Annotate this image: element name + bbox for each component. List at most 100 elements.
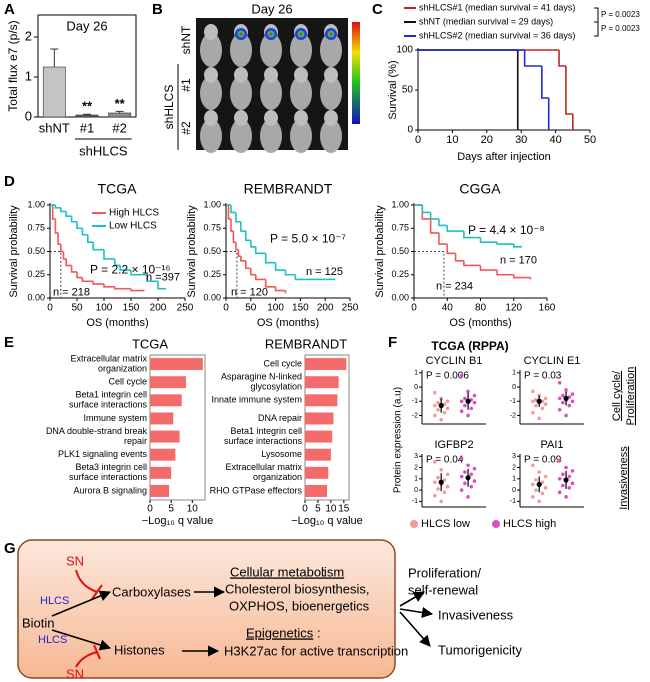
- data-point: [472, 466, 477, 471]
- data-point: [466, 413, 470, 418]
- mouse-head: [294, 110, 308, 126]
- survival-step: [274, 286, 286, 292]
- y-axis-label: Total flux e7 (p/s): [6, 20, 20, 111]
- category-label: surface interactions: [224, 436, 303, 446]
- data-point: [543, 474, 548, 479]
- data-point: [537, 470, 541, 474]
- arrow: [399, 591, 425, 607]
- y-tick-label: 2: [414, 464, 418, 471]
- survival-step: [51, 205, 56, 220]
- y-tick-label: 2: [25, 28, 32, 43]
- y-tick-label: 1: [512, 476, 516, 483]
- mouse-head: [204, 67, 218, 83]
- y-tick-label: 0: [414, 487, 418, 494]
- bar: [305, 376, 339, 389]
- legend-swatch: [410, 520, 418, 528]
- category-label: repair: [124, 436, 147, 446]
- y-tick-label: 1: [512, 370, 516, 377]
- mouse-body: [230, 119, 252, 153]
- data-point: [433, 390, 437, 395]
- bar: [42, 66, 66, 118]
- survival-step: [130, 288, 145, 292]
- data-point: [466, 463, 470, 468]
- x-tick-label: 10: [325, 504, 337, 515]
- data-point: [463, 396, 467, 401]
- y-tick-label: 0: [414, 384, 418, 391]
- mean-marker: [536, 481, 542, 488]
- y-tick-label: 0.25: [203, 269, 221, 279]
- bar: [150, 484, 170, 497]
- category-label: PLK1 signaling events: [58, 449, 148, 459]
- bar: [305, 484, 327, 497]
- x-tick-label: #2: [112, 120, 126, 135]
- data-point: [436, 475, 440, 480]
- data-point: [534, 403, 538, 408]
- bar: [150, 358, 203, 371]
- row-label: #2: [179, 121, 193, 135]
- survival-step: [274, 262, 286, 271]
- data-point: [540, 480, 545, 484]
- survival-step: [230, 218, 234, 232]
- panel-label: A: [4, 1, 15, 18]
- comparison-bracket: [594, 7, 599, 23]
- data-point: [445, 406, 450, 411]
- data-point: [543, 402, 548, 406]
- median-line: [414, 251, 445, 298]
- mouse-body: [290, 119, 312, 153]
- mean-marker: [536, 398, 542, 404]
- y-axis-label: Survival probability: [8, 205, 20, 298]
- survival-step: [76, 271, 83, 279]
- x-tick-label: 0: [302, 504, 308, 515]
- survival-step: [254, 246, 266, 255]
- diagram-box: [17, 539, 396, 679]
- survival-step: [232, 231, 236, 243]
- data-point: [439, 467, 444, 472]
- x-tick-label: 250: [342, 303, 359, 314]
- p-value: P = 0.006: [426, 371, 469, 382]
- data-point: [531, 389, 535, 394]
- panel-label: B: [152, 1, 163, 18]
- survival-step: [250, 268, 256, 276]
- data-point: [537, 416, 541, 421]
- legend-swatch: [492, 520, 500, 528]
- mouse-body: [290, 76, 312, 110]
- x-tick-label: 0: [411, 303, 417, 314]
- category-label: surface interactions: [69, 472, 148, 482]
- survival-step: [429, 212, 439, 220]
- group-label: shHLCS: [162, 85, 176, 130]
- category-label: Lysosome: [261, 449, 302, 459]
- survival-step: [446, 244, 456, 255]
- data-point: [534, 488, 538, 492]
- subplot-title: CYCLIN E1: [524, 355, 581, 367]
- legend-label: Low HLCS: [109, 221, 157, 232]
- bar: [108, 112, 132, 118]
- mouse-body: [320, 33, 342, 67]
- x-axis-label: OS (months): [257, 317, 319, 329]
- category-label: organization: [98, 363, 147, 373]
- inhibitor-label: SN: [66, 553, 84, 568]
- bar: [75, 114, 99, 118]
- y-tick-label: 50: [402, 85, 414, 96]
- error-bar: [115, 110, 124, 113]
- data-point: [472, 393, 477, 398]
- subplot-title: PAI1: [540, 439, 563, 451]
- panel-label: C: [372, 1, 383, 18]
- data-point: [466, 389, 470, 394]
- chart-title: Day 26: [66, 18, 107, 33]
- survival-step: [294, 274, 306, 281]
- data-point: [561, 483, 565, 488]
- mouse-body: [200, 33, 222, 67]
- category-label: Aurora B signaling: [73, 485, 147, 495]
- x-tick-label: 150: [292, 303, 309, 314]
- y-tick-label: 0.50: [27, 246, 45, 256]
- survival-step: [254, 274, 266, 281]
- y-tick-label: 0.25: [391, 269, 409, 279]
- x-tick-label: 40: [442, 303, 454, 314]
- error-bar: [50, 48, 59, 67]
- arrow: [51, 629, 112, 651]
- mouse-body: [320, 119, 342, 153]
- data-point: [445, 472, 450, 477]
- data-point: [557, 458, 562, 463]
- survival-step: [240, 221, 246, 232]
